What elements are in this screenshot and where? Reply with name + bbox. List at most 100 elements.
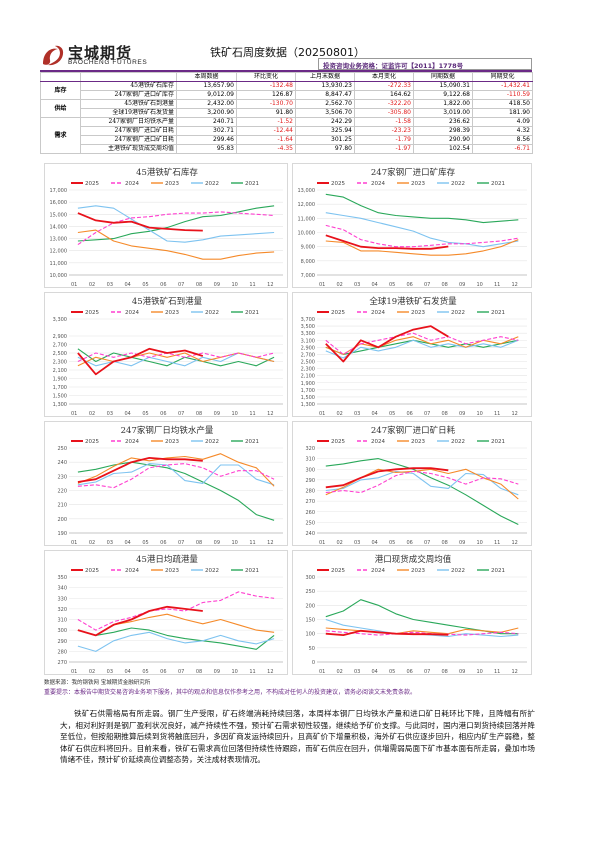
chart-title: 全球19港铁矿石发货量	[369, 296, 457, 307]
table-value-cell: 3,506.70	[295, 108, 355, 118]
table-indicator-cell: 247家钢厂进口矿库存	[80, 90, 177, 100]
table-value-cell: 8,847.47	[295, 90, 355, 100]
chart-panel: 港口现货成交周均值 2025 2024 2023 2022 2021 300 250 200 15…	[292, 550, 532, 675]
table-value-cell: -130.70	[236, 99, 296, 109]
legend-label: 2023	[165, 310, 179, 316]
x-tick-label: 12	[267, 669, 273, 675]
page-title: 铁矿石周度数据（20250801）	[210, 46, 365, 59]
legend-label: 2024	[125, 310, 139, 316]
x-tick-label: 04	[372, 282, 378, 288]
table-value-cell: -1.64	[236, 135, 296, 145]
table-value-cell: -272.33	[354, 81, 414, 91]
legend-label: 2025	[85, 568, 99, 574]
y-tick-label: 290	[57, 639, 67, 645]
y-tick-label: 3,700	[301, 317, 315, 323]
table-header-cell: 上月末数据	[295, 72, 355, 82]
y-tick-label: 1,500	[301, 395, 315, 401]
series-line-2021	[77, 627, 275, 650]
legend-label: 2021	[491, 310, 505, 316]
legend-label: 2025	[331, 439, 345, 445]
y-tick-label: 11,000	[298, 216, 316, 222]
legend-label: 2025	[331, 181, 345, 187]
x-tick-label: 12	[512, 411, 518, 417]
x-tick-label: 09	[459, 282, 465, 288]
series-line-2021	[77, 348, 275, 367]
x-tick-label: 12	[267, 411, 273, 417]
series-line-2024	[325, 470, 519, 494]
chart-panel: 247家钢厂进口矿日耗 2025 2024 2023 2022 2021 320 310 300…	[292, 421, 532, 546]
y-tick-label: 270	[57, 660, 67, 666]
x-tick-label: 07	[178, 669, 184, 675]
x-tick-label: 10	[232, 411, 238, 417]
legend-label: 2023	[165, 181, 179, 187]
series-line-2025	[325, 629, 449, 636]
x-tick-label: 08	[196, 669, 202, 675]
y-tick-label: 250	[57, 446, 67, 452]
table-indicator-cell: 全球19港铁矿石发货量	[80, 108, 177, 118]
series-line-2025	[77, 457, 203, 483]
table-indicator-cell: 247家钢厂进口矿日耗	[80, 135, 177, 145]
chart-panel: 45港铁矿石库存 2025 2024 2023 2022 2021 17,000 16,000…	[44, 163, 288, 288]
table-row: 主港铁矿现货成交周均值 95.83 -4.35 97.80 -1.97 102.54 -6.…	[41, 144, 533, 154]
y-tick-label: 0	[312, 660, 315, 666]
x-tick-label: 09	[459, 540, 465, 546]
table-value-cell: 126.87	[236, 90, 296, 100]
table-row: 需求 247家钢厂日均铁水产量 240.71 -1.52 242.29 -1.58 236.…	[40, 117, 533, 154]
x-tick-label: 02	[337, 540, 343, 546]
legend-label: 2022	[205, 181, 219, 187]
x-tick-label: 11	[249, 540, 255, 546]
legend-label: 2021	[245, 181, 259, 187]
x-tick-label: 11	[249, 669, 255, 675]
table-header-row: 本周数据 环比变化 上月末数据 本月变化 同期数据 同期变化	[40, 72, 533, 82]
x-tick-label: 05	[142, 411, 148, 417]
chart-title: 247家钢厂进口矿日耗	[371, 425, 456, 436]
table-value-cell: 164.62	[354, 90, 414, 100]
table-value-cell: 181.90	[472, 108, 533, 118]
table-row: 库存 45港铁矿石库存 13,657.90 -132.48 13,930.23 -272.…	[40, 81, 533, 100]
legend-label: 2023	[411, 568, 425, 574]
table-row: 全球19港铁矿石发货量 3,200.90 91.80 3,506.70 -305.80 3…	[41, 108, 533, 118]
y-tick-label: 300	[305, 575, 315, 581]
y-tick-label: 13,000	[50, 237, 68, 243]
x-tick-label: 02	[89, 669, 95, 675]
table-indicator-cell: 247家钢厂进口矿日耗	[80, 126, 177, 136]
license-text: 投资咨询业务资格：证监许可【2011】1778号	[323, 62, 464, 70]
x-tick-label: 12	[512, 669, 518, 675]
y-tick-label: 290	[305, 478, 315, 484]
table-value-cell: 102.54	[413, 144, 473, 154]
y-tick-label: 2,900	[53, 334, 67, 340]
x-tick-label: 02	[337, 282, 343, 288]
y-tick-label: 310	[305, 457, 315, 463]
y-tick-label: 240	[305, 531, 315, 537]
y-tick-label: 3,100	[301, 338, 315, 344]
y-tick-label: 17,000	[50, 188, 68, 194]
x-tick-label: 11	[249, 411, 255, 417]
x-tick-label: 01	[319, 411, 325, 417]
table-value-cell: 290.90	[413, 135, 473, 145]
x-tick-label: 03	[107, 282, 113, 288]
table-category-cell: 需求	[40, 117, 81, 154]
x-tick-label: 09	[459, 669, 465, 675]
line-chart: 247家钢厂进口矿日耗 2025 2024 2023 2022 2021 320 310 300…	[305, 425, 527, 546]
x-tick-label: 06	[160, 669, 166, 675]
x-tick-label: 12	[512, 282, 518, 288]
x-tick-label: 05	[142, 540, 148, 546]
x-tick-label: 08	[442, 669, 448, 675]
header-rule	[40, 70, 532, 72]
y-tick-label: 2,700	[53, 343, 67, 349]
table-value-cell: -1.97	[354, 144, 414, 154]
x-tick-label: 06	[160, 282, 166, 288]
series-line-2022	[325, 470, 519, 496]
x-tick-label: 10	[232, 540, 238, 546]
table-value-cell: 4.32	[472, 126, 533, 136]
y-tick-label: 1,300	[301, 402, 315, 408]
x-tick-label: 01	[71, 411, 77, 417]
legend-label: 2022	[205, 310, 219, 316]
legend-label: 2024	[371, 310, 385, 316]
series-line-2021	[325, 339, 519, 355]
chart-title: 45港铁矿石库存	[136, 167, 198, 178]
chart-title: 247家钢厂日均铁水产量	[121, 425, 214, 436]
legend-label: 2021	[245, 310, 259, 316]
y-tick-label: 310	[57, 618, 67, 624]
legend-label: 2024	[371, 181, 385, 187]
